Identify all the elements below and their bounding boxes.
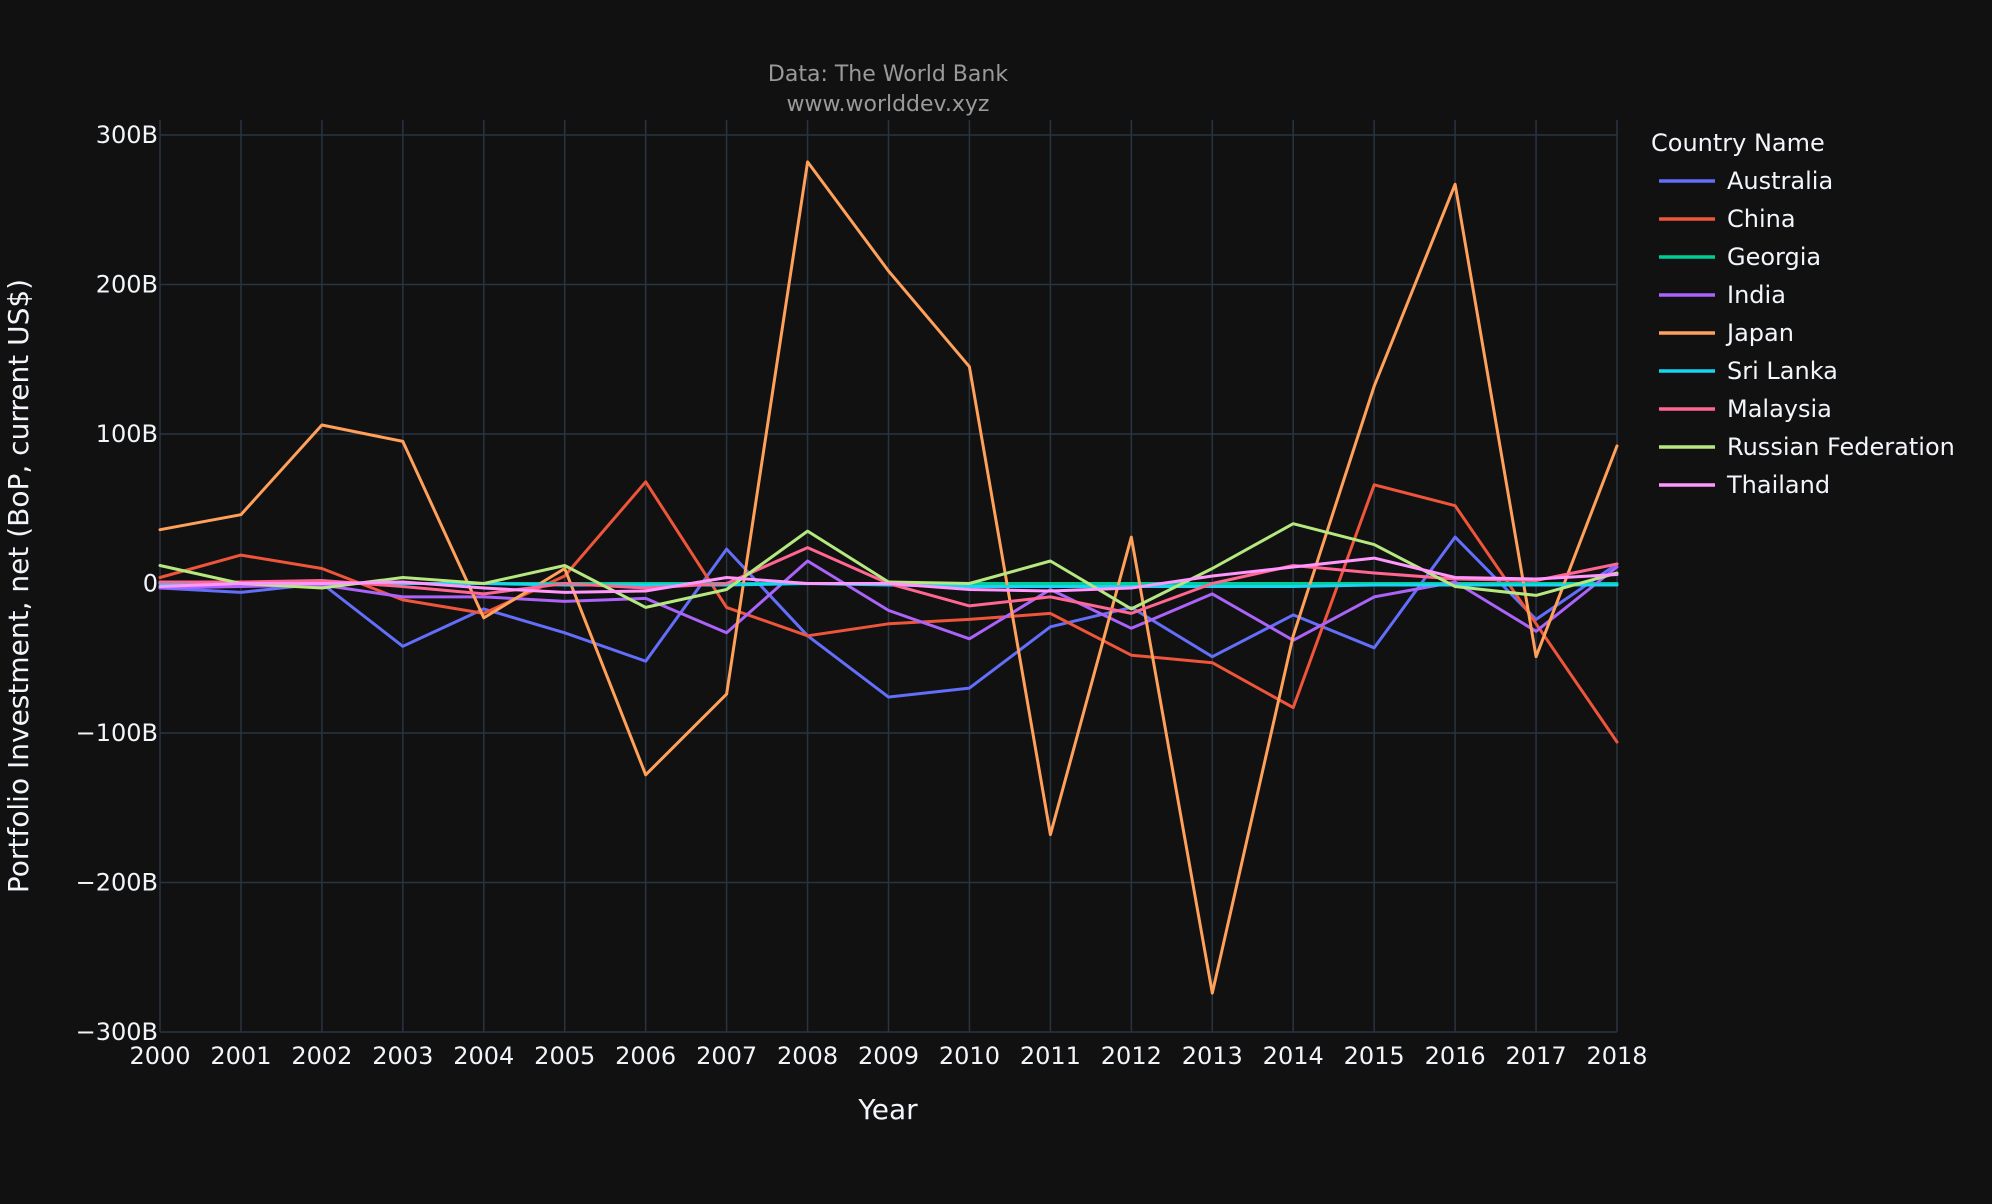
legend-label: China — [1727, 205, 1796, 233]
legend-item[interactable]: Russian Federation — [1659, 433, 1955, 461]
legend-label: Australia — [1727, 167, 1833, 195]
x-tick-label: 2000 — [129, 1042, 190, 1070]
x-axis-title: Year — [857, 1093, 918, 1126]
x-tick-label: 2003 — [372, 1042, 433, 1070]
y-tick-label: 100B — [96, 420, 158, 448]
legend-item[interactable]: Malaysia — [1659, 395, 1832, 423]
legend-item[interactable]: Japan — [1659, 319, 1794, 347]
x-tick-label: 2012 — [1101, 1042, 1162, 1070]
legend-label: Georgia — [1727, 243, 1821, 271]
legend-label: Russian Federation — [1727, 433, 1955, 461]
series-line-china — [158, 480, 1619, 744]
legend-label: Japan — [1725, 319, 1794, 347]
x-tick-label: 2006 — [615, 1042, 676, 1070]
legend: Country Name Australia China Georgia India J… — [1651, 129, 1955, 499]
legend-item[interactable]: Australia — [1659, 167, 1833, 195]
x-tick-label: 2008 — [777, 1042, 838, 1070]
x-tick-label: 2009 — [858, 1042, 919, 1070]
series-line-thailand — [158, 556, 1619, 594]
series-line-india — [158, 559, 1619, 642]
legend-item[interactable]: Georgia — [1659, 243, 1821, 271]
y-tick-label: −200B — [76, 868, 158, 896]
legend-label: Thailand — [1726, 471, 1830, 499]
series-lines — [158, 160, 1619, 995]
y-tick-label: −100B — [76, 719, 158, 747]
axis-labels: 2000 2001 2002 2003 2004 2005 2006 2007 2008 2009… — [76, 121, 1648, 1070]
chart-title-line-1: Data: The World Bank — [768, 62, 1008, 87]
y-tick-label: 200B — [96, 270, 158, 298]
legend-item[interactable]: Sri Lanka — [1659, 357, 1838, 385]
y-tick-label: 300B — [96, 121, 158, 149]
legend-label: Malaysia — [1727, 395, 1832, 423]
legend-title: Country Name — [1651, 129, 1825, 157]
x-tick-label: 2017 — [1506, 1042, 1567, 1070]
legend-label: Sri Lanka — [1727, 357, 1838, 385]
series-line-japan — [158, 160, 1619, 995]
y-tick-label: −300B — [76, 1018, 158, 1046]
legend-item[interactable]: India — [1659, 281, 1786, 309]
series-line-australia — [158, 535, 1619, 699]
x-tick-label: 2007 — [696, 1042, 757, 1070]
legend-label: India — [1727, 281, 1786, 309]
x-tick-label: 2005 — [534, 1042, 595, 1070]
x-tick-label: 2010 — [939, 1042, 1000, 1070]
chart-title-line-2: www.worlddev.xyz — [787, 92, 990, 117]
y-axis-title: Portfolio Investment, net (BoP, current … — [2, 279, 35, 893]
x-tick-label: 2004 — [453, 1042, 514, 1070]
x-tick-label: 2011 — [1020, 1042, 1081, 1070]
legend-item[interactable]: Thailand — [1659, 471, 1830, 499]
x-tick-label: 2001 — [210, 1042, 271, 1070]
x-tick-label: 2016 — [1425, 1042, 1486, 1070]
x-tick-label: 2013 — [1182, 1042, 1243, 1070]
y-tick-label: 0 — [143, 569, 158, 597]
x-tick-label: 2014 — [1263, 1042, 1324, 1070]
x-tick-label: 2002 — [291, 1042, 352, 1070]
x-tick-label: 2015 — [1344, 1042, 1405, 1070]
grid-lines — [159, 120, 1618, 1033]
x-tick-label: 2018 — [1586, 1042, 1647, 1070]
legend-item[interactable]: China — [1659, 205, 1796, 233]
